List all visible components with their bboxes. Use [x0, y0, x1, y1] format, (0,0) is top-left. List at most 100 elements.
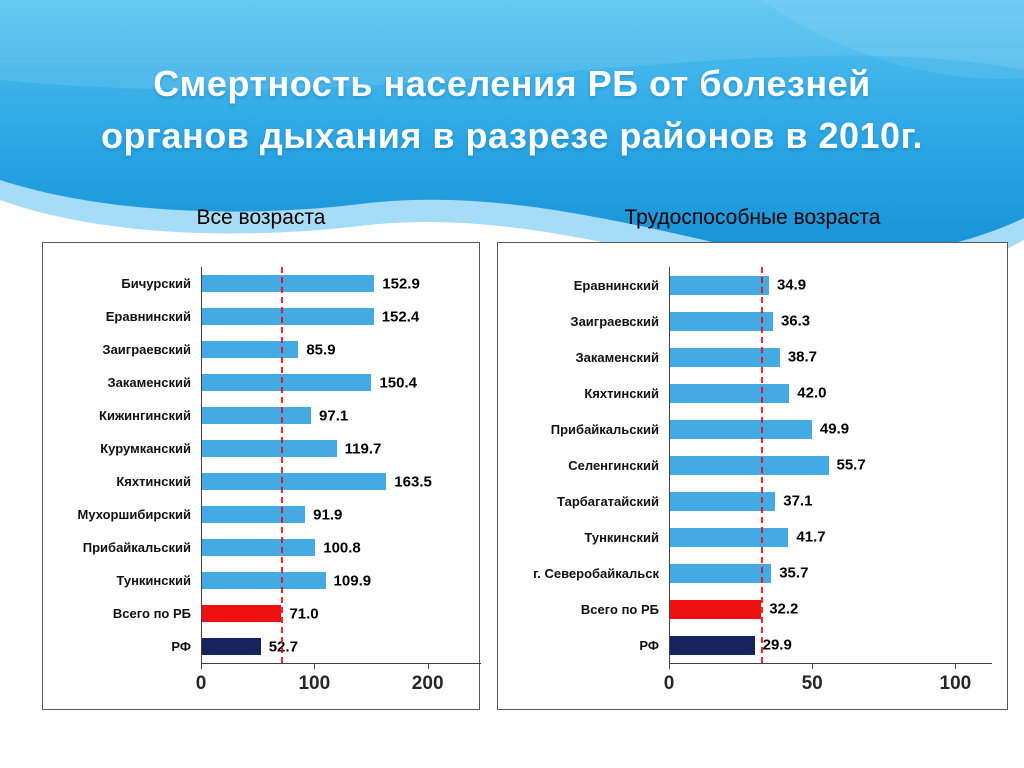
value-label: 41.7 — [796, 528, 826, 546]
bar-track: 71.0 — [201, 605, 473, 622]
slide-title-line2: органов дыхания в разрезе районов в 2010… — [101, 115, 923, 157]
category-label: Тарбагатайский — [556, 493, 659, 509]
bar — [669, 635, 755, 655]
bar-track: 91.9 — [201, 506, 473, 523]
slide-title: Смертность населения РБ от болезней орга… — [0, 58, 1024, 162]
bar-track: 119.7 — [201, 440, 473, 457]
bar-row: Кяхтинский 163.5 — [49, 465, 479, 498]
category-label: Мухоршибирский — [77, 507, 191, 522]
bar-rows: Бичурский 152.9 Еравнинский 152.4 Заиграевск… — [49, 267, 479, 663]
bar-row: Бичурский 152.9 — [49, 267, 479, 300]
bar — [201, 275, 375, 292]
bar-track: 85.9 — [201, 341, 473, 358]
x-tick-label: 0 — [195, 673, 207, 694]
bar-row: Всего по РБ 71.0 — [49, 597, 479, 630]
value-label: 109.9 — [333, 572, 372, 589]
category-label: РФ — [639, 637, 659, 653]
x-tick-mark — [669, 663, 670, 669]
reference-line — [761, 267, 764, 663]
bar — [669, 419, 812, 439]
x-tick-label: 50 — [801, 673, 823, 694]
value-label: 100.8 — [323, 539, 361, 556]
category-label: г. Северобайкальск — [533, 565, 659, 581]
bar-track: 55.7 — [669, 455, 984, 475]
bar-track: 97.1 — [201, 407, 473, 424]
bar-track: 41.7 — [669, 527, 984, 547]
category-label: РФ — [171, 639, 191, 654]
category-label: Прибайкальский — [550, 421, 659, 437]
bar-row: г. Северобайкальск 35.7 — [504, 555, 1007, 591]
value-label: 32.2 — [769, 600, 799, 618]
bar — [201, 605, 282, 622]
category-label: Кяхтинский — [116, 474, 191, 489]
bar-track: 35.7 — [669, 563, 984, 583]
bar-row: Еравнинский 152.4 — [49, 300, 479, 333]
value-label: 37.1 — [783, 492, 813, 510]
bar-track: 32.2 — [669, 599, 984, 619]
x-tick-label: 100 — [298, 673, 331, 694]
bar-row: Закаменский 38.7 — [504, 339, 1007, 375]
x-tick-mark — [201, 663, 202, 669]
y-axis-line — [669, 267, 670, 663]
bar-track: 100.8 — [201, 539, 473, 556]
wave-main-shape — [0, 0, 1024, 257]
value-label: 163.5 — [394, 473, 432, 490]
chart-panel-working-ages: Еравнинский 34.9 Заиграевский 36.3 Закаменск… — [497, 242, 1008, 710]
x-tick-mark — [812, 663, 814, 669]
bar-track: 42.0 — [669, 383, 984, 403]
value-label: 150.4 — [379, 374, 417, 391]
bar-row: Тарбагатайский 37.1 — [504, 483, 1007, 519]
value-label: 49.9 — [819, 420, 850, 438]
value-label: 34.9 — [776, 276, 807, 294]
bar-row: Мухоршибирский 91.9 — [49, 498, 479, 531]
bar — [669, 527, 789, 547]
y-axis-line — [201, 267, 202, 663]
wave-corner-shape — [760, 0, 1024, 80]
bar-row: Закаменский 150.4 — [49, 366, 479, 399]
value-label: 55.7 — [836, 456, 866, 474]
chart-title-all-ages: Все возраста — [196, 206, 326, 229]
bar-track: 163.5 — [201, 473, 473, 490]
value-label: 71.0 — [289, 605, 319, 622]
x-tick-label: 100 — [939, 673, 972, 694]
value-label: 35.7 — [779, 564, 809, 582]
value-label: 152.9 — [382, 275, 420, 292]
bar-row: РФ 52.7 — [49, 630, 479, 663]
bar-track: 38.7 — [669, 347, 984, 367]
x-axis: 0 50 100 — [664, 663, 994, 715]
bar-row: Курумканский 119.7 — [49, 432, 479, 465]
bar-track: 109.9 — [201, 572, 473, 589]
header-wave-background — [0, 0, 1024, 283]
bar — [201, 572, 326, 589]
bar-track: 29.9 — [669, 635, 984, 655]
bar — [201, 308, 374, 325]
bar — [201, 374, 372, 391]
category-label: Курумканский — [100, 441, 191, 456]
bar — [669, 275, 769, 295]
bar — [201, 638, 261, 655]
x-tick-mark — [955, 663, 957, 669]
bar — [201, 440, 337, 457]
category-label: Тункинский — [116, 573, 191, 588]
bar — [669, 491, 776, 511]
value-label: 152.4 — [381, 308, 420, 325]
category-label: Всего по РБ — [580, 601, 659, 617]
value-label: 119.7 — [344, 440, 382, 457]
category-label: Всего по РБ — [112, 606, 191, 621]
bar-row: Кижингинский 97.1 — [49, 399, 479, 432]
bar-track: 34.9 — [669, 275, 984, 295]
category-label: Еравнинский — [105, 309, 191, 324]
category-label: Бичурский — [121, 276, 191, 291]
category-label: Закаменский — [107, 375, 191, 390]
bar-track: 52.7 — [201, 638, 473, 655]
bar — [201, 341, 299, 358]
bar-row: Всего по РБ 32.2 — [504, 591, 1007, 627]
category-label: Заиграевский — [102, 342, 191, 357]
bar-track: 152.4 — [201, 308, 473, 325]
reference-line — [281, 267, 284, 663]
category-label: Кижингинский — [99, 408, 191, 423]
category-label: Еравнинский — [573, 277, 659, 293]
bar-row: Прибайкальский 100.8 — [49, 531, 479, 564]
bar-track: 150.4 — [201, 374, 473, 391]
category-label: Прибайкальский — [82, 540, 191, 555]
